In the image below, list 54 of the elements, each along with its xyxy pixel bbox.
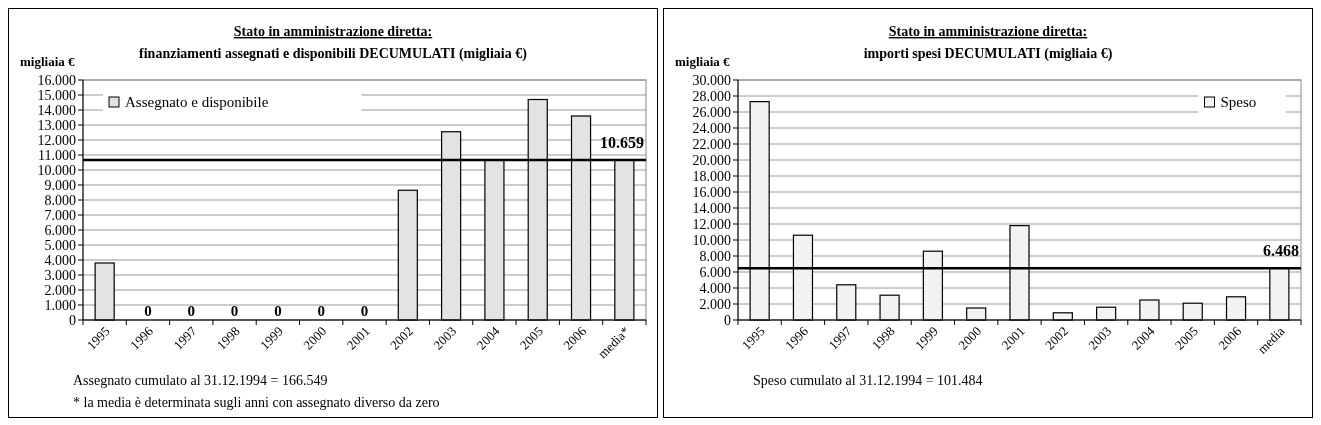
y-tick-label: 0 (724, 312, 731, 328)
data-label: 0 (274, 303, 282, 319)
chart-subtitle: importi spesi DECUMULATI (migliaia €) (863, 46, 1113, 62)
text: Assegnato cumulato al 31.12.1994 = 166.549 (73, 373, 328, 388)
y-tick-label: 7.000 (44, 207, 76, 223)
x-tick-label: 2001 (343, 323, 373, 353)
y-tick-label: 16.000 (37, 72, 76, 88)
legend-label: Speso (1220, 94, 1257, 111)
y-tick-label: 10.000 (692, 232, 731, 248)
y-tick-label: 14.000 (692, 200, 731, 216)
y-tick-label: 12.000 (692, 216, 731, 232)
text: Speso cumulato al 31.12.1994 = 101.484 (753, 373, 983, 388)
data-label: 0 (360, 303, 369, 319)
y-tick-label: 2.000 (44, 282, 76, 298)
y-tick-label: 11.000 (38, 147, 76, 163)
y-axis-title: migliaia € (20, 54, 76, 69)
chart-title: Stato in amministrazione diretta: (233, 24, 433, 39)
x-tick-label: 2001 (998, 323, 1028, 353)
y-tick-label: 24.000 (692, 120, 731, 136)
y-tick-label: 26.000 (692, 104, 731, 120)
y-tick-label: 8.000 (44, 192, 76, 208)
data-label: 0 (144, 303, 152, 319)
y-tick-label: 5.000 (44, 237, 76, 253)
y-tick-label: 6.000 (44, 222, 76, 238)
data-label: 0 (187, 303, 196, 319)
y-tick-label: 4.000 (44, 252, 76, 268)
data-label: 0 (317, 303, 325, 319)
y-tick-label: 9.000 (44, 177, 76, 193)
y-tick-label: 14.000 (37, 102, 76, 118)
y-tick-label: 30.000 (692, 72, 731, 88)
y-tick-label: 18.000 (692, 168, 731, 184)
legend-label: Assegnato e disponibile (125, 94, 269, 111)
text: * la media è determinata sugli anni con assegnato diverso da zero (73, 395, 440, 410)
y-tick-label: 13.000 (37, 117, 76, 133)
y-axis-title: migliaia € (675, 54, 731, 69)
y-tick-label: 28.000 (692, 88, 731, 104)
y-tick-label: 15.000 (37, 87, 76, 103)
chart-title: Stato in amministrazione diretta: (888, 24, 1088, 39)
ref-line-label: 10.659 (600, 134, 644, 152)
y-tick-label: 4.000 (699, 280, 731, 296)
y-tick-label: 3.000 (44, 267, 76, 283)
y-tick-label: 22.000 (692, 136, 731, 152)
y-tick-label: 0 (69, 312, 76, 328)
y-tick-label: 16.000 (692, 184, 731, 200)
y-tick-label: 12.000 (37, 132, 76, 148)
ref-line-label: 6.468 (1263, 242, 1299, 260)
y-tick-label: 6.000 (699, 264, 731, 280)
y-tick-label: 2.000 (699, 296, 731, 312)
chart-subtitle: finanziamenti assegnati e disponibili DECUMULATI (migliaia €) (139, 46, 528, 62)
y-tick-label: 20.000 (692, 152, 731, 168)
data-label: 0 (230, 303, 239, 319)
y-tick-label: 1.000 (44, 297, 76, 313)
y-tick-label: 8.000 (699, 248, 731, 264)
y-tick-label: 10.000 (37, 162, 76, 178)
